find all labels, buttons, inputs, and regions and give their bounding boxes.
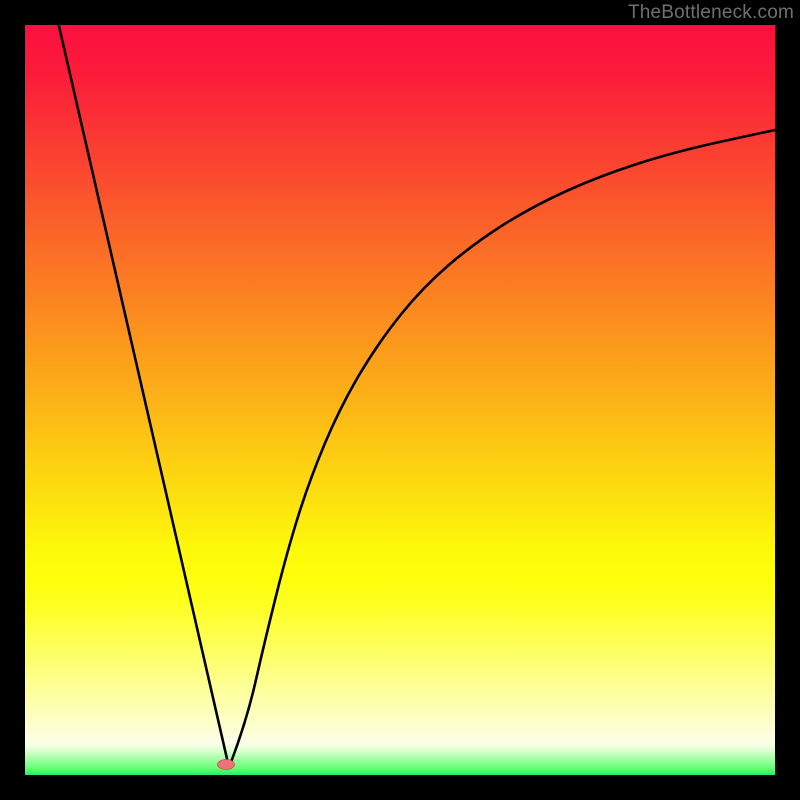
bottleneck-chart [25, 25, 775, 775]
minimum-marker [218, 760, 235, 770]
chart-frame: TheBottleneck.com [0, 0, 800, 800]
watermark-label: TheBottleneck.com [628, 2, 794, 24]
gradient-background [25, 25, 775, 775]
